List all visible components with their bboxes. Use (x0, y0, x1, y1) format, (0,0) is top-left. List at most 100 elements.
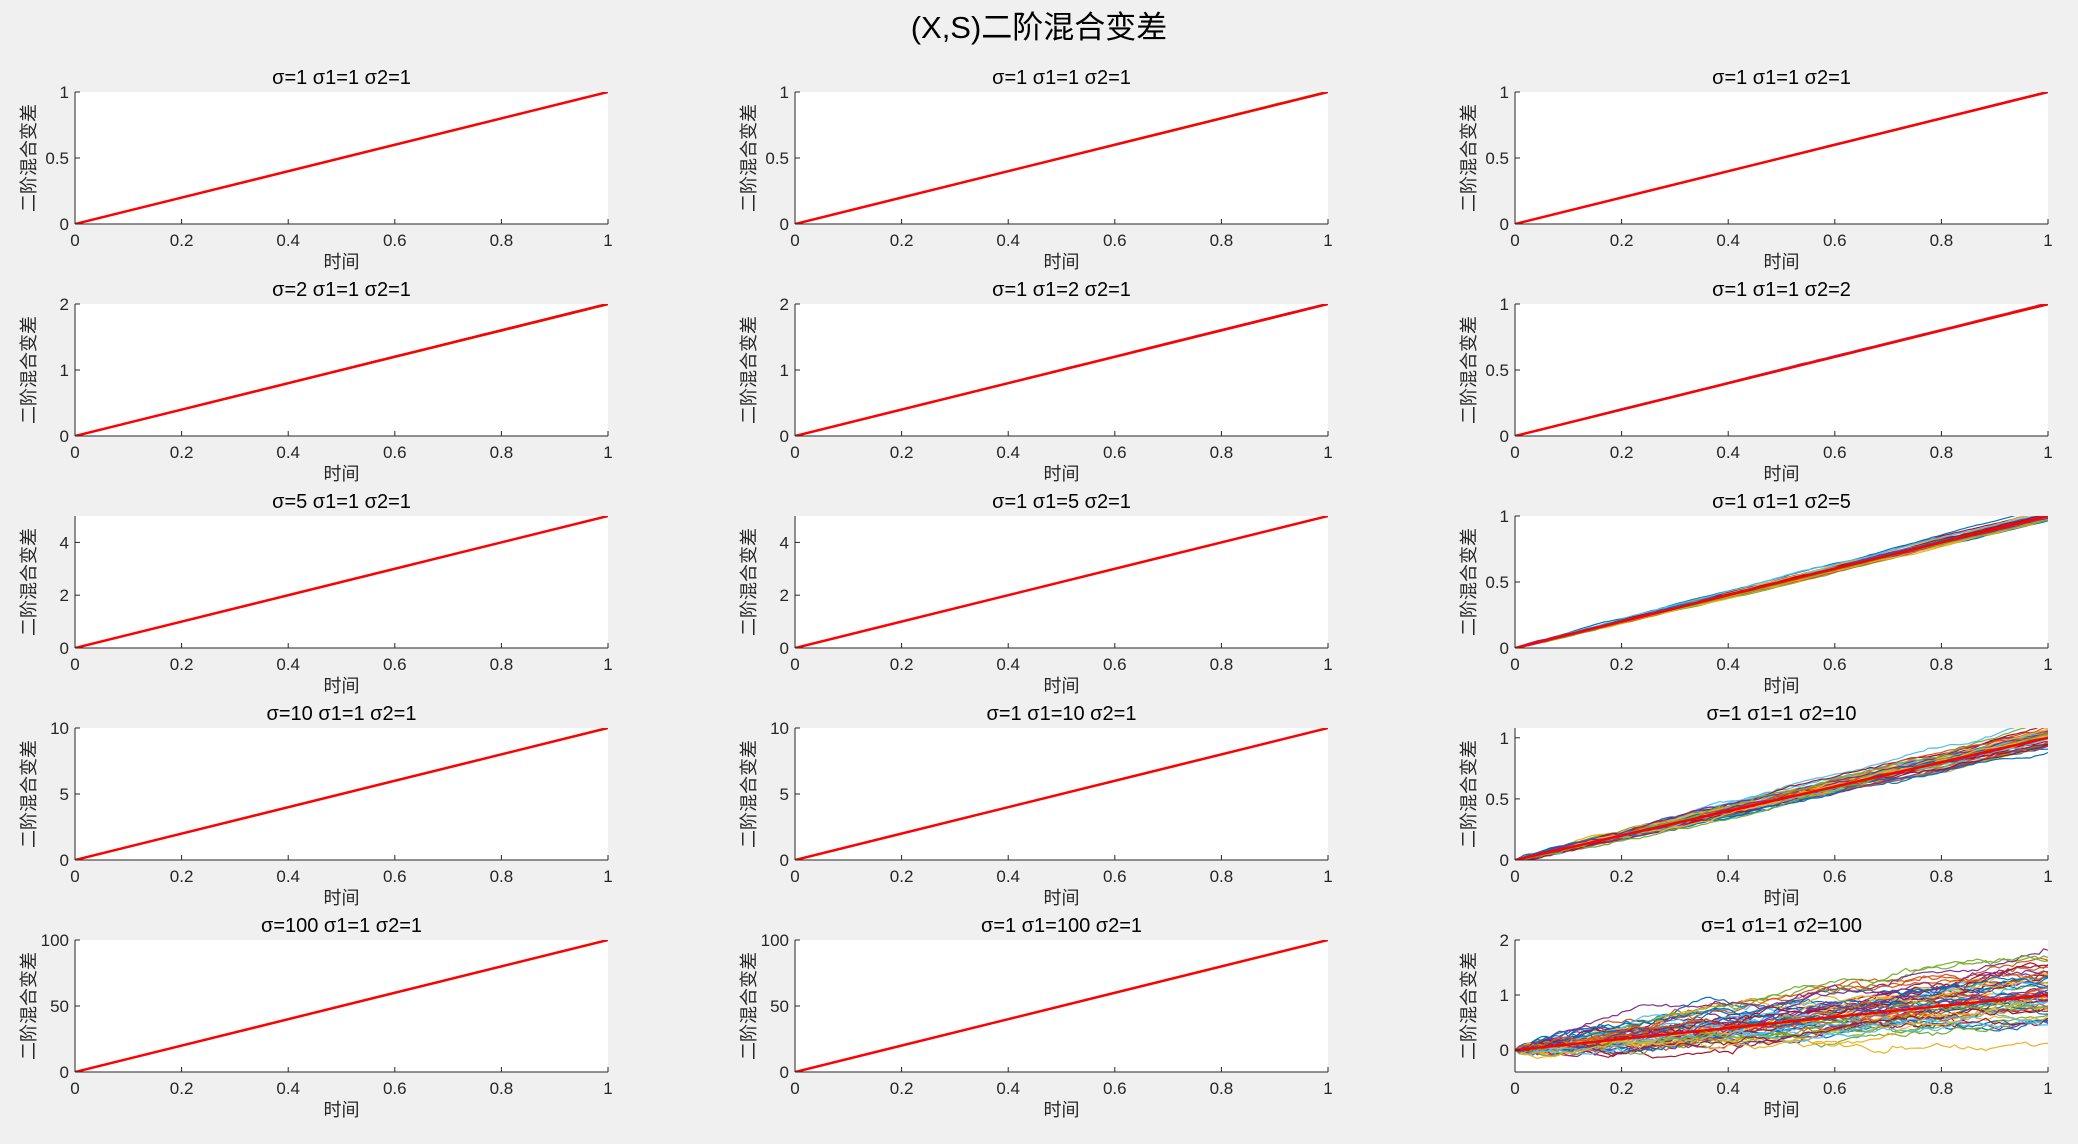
x-tick-label: 0.6 (383, 867, 407, 886)
series-line (1515, 1008, 2048, 1058)
y-axis-label: 二阶混合变差 (1459, 528, 1480, 636)
x-tick-label: 1 (2043, 443, 2052, 462)
x-tick-label: 0.2 (890, 867, 914, 886)
subplot-title: σ=1 σ1=2 σ2=1 (992, 279, 1131, 301)
x-tick-label: 1 (603, 655, 612, 674)
x-axis-label: 时间 (1044, 676, 1080, 697)
x-tick-label: 0.8 (1930, 1079, 1954, 1098)
y-tick-label: 10 (770, 719, 789, 738)
x-tick-label: 0.2 (1610, 231, 1634, 250)
y-tick-label: 50 (50, 997, 69, 1016)
x-tick-label: 0 (70, 655, 79, 674)
subplot-title: σ=1 σ1=1 σ2=5 (1712, 491, 1851, 513)
y-tick-label: 0.5 (1485, 573, 1509, 592)
y-tick-label: 0.5 (765, 149, 789, 168)
x-tick-label: 0 (790, 231, 799, 250)
x-tick-label: 0.2 (890, 231, 914, 250)
x-tick-label: 0.6 (1823, 867, 1847, 886)
y-tick-label: 1 (1500, 83, 1509, 102)
x-tick-label: 0.4 (996, 655, 1020, 674)
y-axis-label: 二阶混合变差 (1459, 104, 1480, 212)
y-tick-label: 1 (1500, 729, 1509, 748)
x-axis-label: 时间 (324, 888, 360, 909)
series-line (1515, 964, 2048, 1053)
x-tick-label: 0.8 (490, 867, 514, 886)
subplot-title: σ=1 σ1=1 σ2=10 (1707, 703, 1857, 725)
x-tick-label: 0.6 (1103, 867, 1127, 886)
y-tick-label: 1 (1500, 295, 1509, 314)
x-tick-label: 1 (603, 867, 612, 886)
y-tick-label: 0 (60, 427, 69, 446)
x-tick-label: 0.8 (1210, 443, 1234, 462)
x-tick-label: 0.6 (1823, 443, 1847, 462)
reference-line (795, 516, 1328, 648)
x-tick-label: 1 (1323, 867, 1332, 886)
y-tick-label: 100 (41, 931, 69, 950)
x-tick-label: 0.2 (1610, 655, 1634, 674)
x-tick-label: 0.8 (1210, 231, 1234, 250)
reference-line (75, 92, 608, 224)
reference-line (1515, 304, 2048, 436)
x-tick-label: 0.6 (383, 231, 407, 250)
x-tick-label: 0.4 (996, 231, 1020, 250)
series-line (1515, 733, 2048, 860)
x-tick-label: 0.4 (1716, 867, 1740, 886)
subplot-5: 0 0.2 0.4 0.6 0.8 1 0 1 2 σ=1 σ1=2 σ2=1 时间 二阶混合变差 (739, 279, 1333, 485)
series-line (1515, 995, 2048, 1054)
subplot-title: σ=1 σ1=1 σ2=1 (992, 67, 1131, 89)
x-tick-label: 0 (1510, 443, 1519, 462)
x-tick-label: 1 (603, 231, 612, 250)
x-tick-label: 0.4 (276, 867, 300, 886)
x-tick-label: 0.4 (1716, 231, 1740, 250)
y-axis-label: 二阶混合变差 (739, 740, 760, 848)
y-axis-label: 二阶混合变差 (19, 952, 40, 1060)
x-tick-label: 0.8 (490, 231, 514, 250)
y-tick-label: 0.5 (1485, 149, 1509, 168)
x-tick-label: 0 (1510, 1079, 1519, 1098)
plot-area (75, 304, 608, 436)
reference-line (1515, 993, 2048, 1052)
y-tick-label: 0 (1500, 427, 1509, 446)
x-axis-label: 时间 (1044, 252, 1080, 273)
x-tick-label: 0.6 (1823, 655, 1847, 674)
x-tick-label: 0 (790, 655, 799, 674)
y-tick-label: 0 (780, 1063, 789, 1082)
y-tick-label: 1 (780, 83, 789, 102)
x-tick-label: 0.4 (276, 1079, 300, 1098)
plot-area (1515, 516, 2048, 648)
x-tick-label: 0.2 (890, 443, 914, 462)
x-tick-label: 0.8 (1930, 231, 1954, 250)
plot-area (1515, 92, 2048, 224)
x-tick-label: 1 (2043, 231, 2052, 250)
subplot-3: 0 0.2 0.4 0.6 0.8 1 0 0.5 1 σ=1 σ1=1 σ2=1 时间 二阶混合变差 (1459, 67, 2053, 273)
x-tick-label: 0.6 (1103, 655, 1127, 674)
plot-area (795, 728, 1328, 860)
series-line (1515, 957, 2048, 1051)
x-tick-label: 0.8 (1210, 1079, 1234, 1098)
subplot-15: 0 0.2 0.4 0.6 0.8 1 0 1 2 σ=1 σ1=1 σ2=100 时间 二阶混合变差 (1459, 915, 2053, 1121)
reference-line (1515, 736, 2048, 860)
x-tick-label: 0.6 (1823, 231, 1847, 250)
x-tick-label: 1 (2043, 1079, 2052, 1098)
x-tick-label: 0.2 (890, 1079, 914, 1098)
x-tick-label: 0.6 (1103, 1079, 1127, 1098)
x-tick-label: 0 (790, 443, 799, 462)
plot-area (795, 304, 1328, 436)
y-tick-label: 0 (780, 427, 789, 446)
subplot-title: σ=1 σ1=10 σ2=1 (987, 703, 1137, 725)
x-tick-label: 1 (2043, 655, 2052, 674)
plot-area (75, 516, 608, 648)
x-tick-label: 0 (70, 1079, 79, 1098)
x-tick-label: 0.2 (1610, 443, 1634, 462)
x-tick-label: 0.4 (276, 655, 300, 674)
y-axis-label: 二阶混合变差 (19, 528, 40, 636)
x-tick-label: 0.6 (1823, 1079, 1847, 1098)
x-tick-label: 0.4 (996, 443, 1020, 462)
y-axis-label: 二阶混合变差 (19, 740, 40, 848)
y-tick-label: 1 (60, 361, 69, 380)
x-axis-label: 时间 (324, 252, 360, 273)
y-tick-label: 0.5 (1485, 790, 1509, 809)
x-tick-label: 0.2 (1610, 867, 1634, 886)
